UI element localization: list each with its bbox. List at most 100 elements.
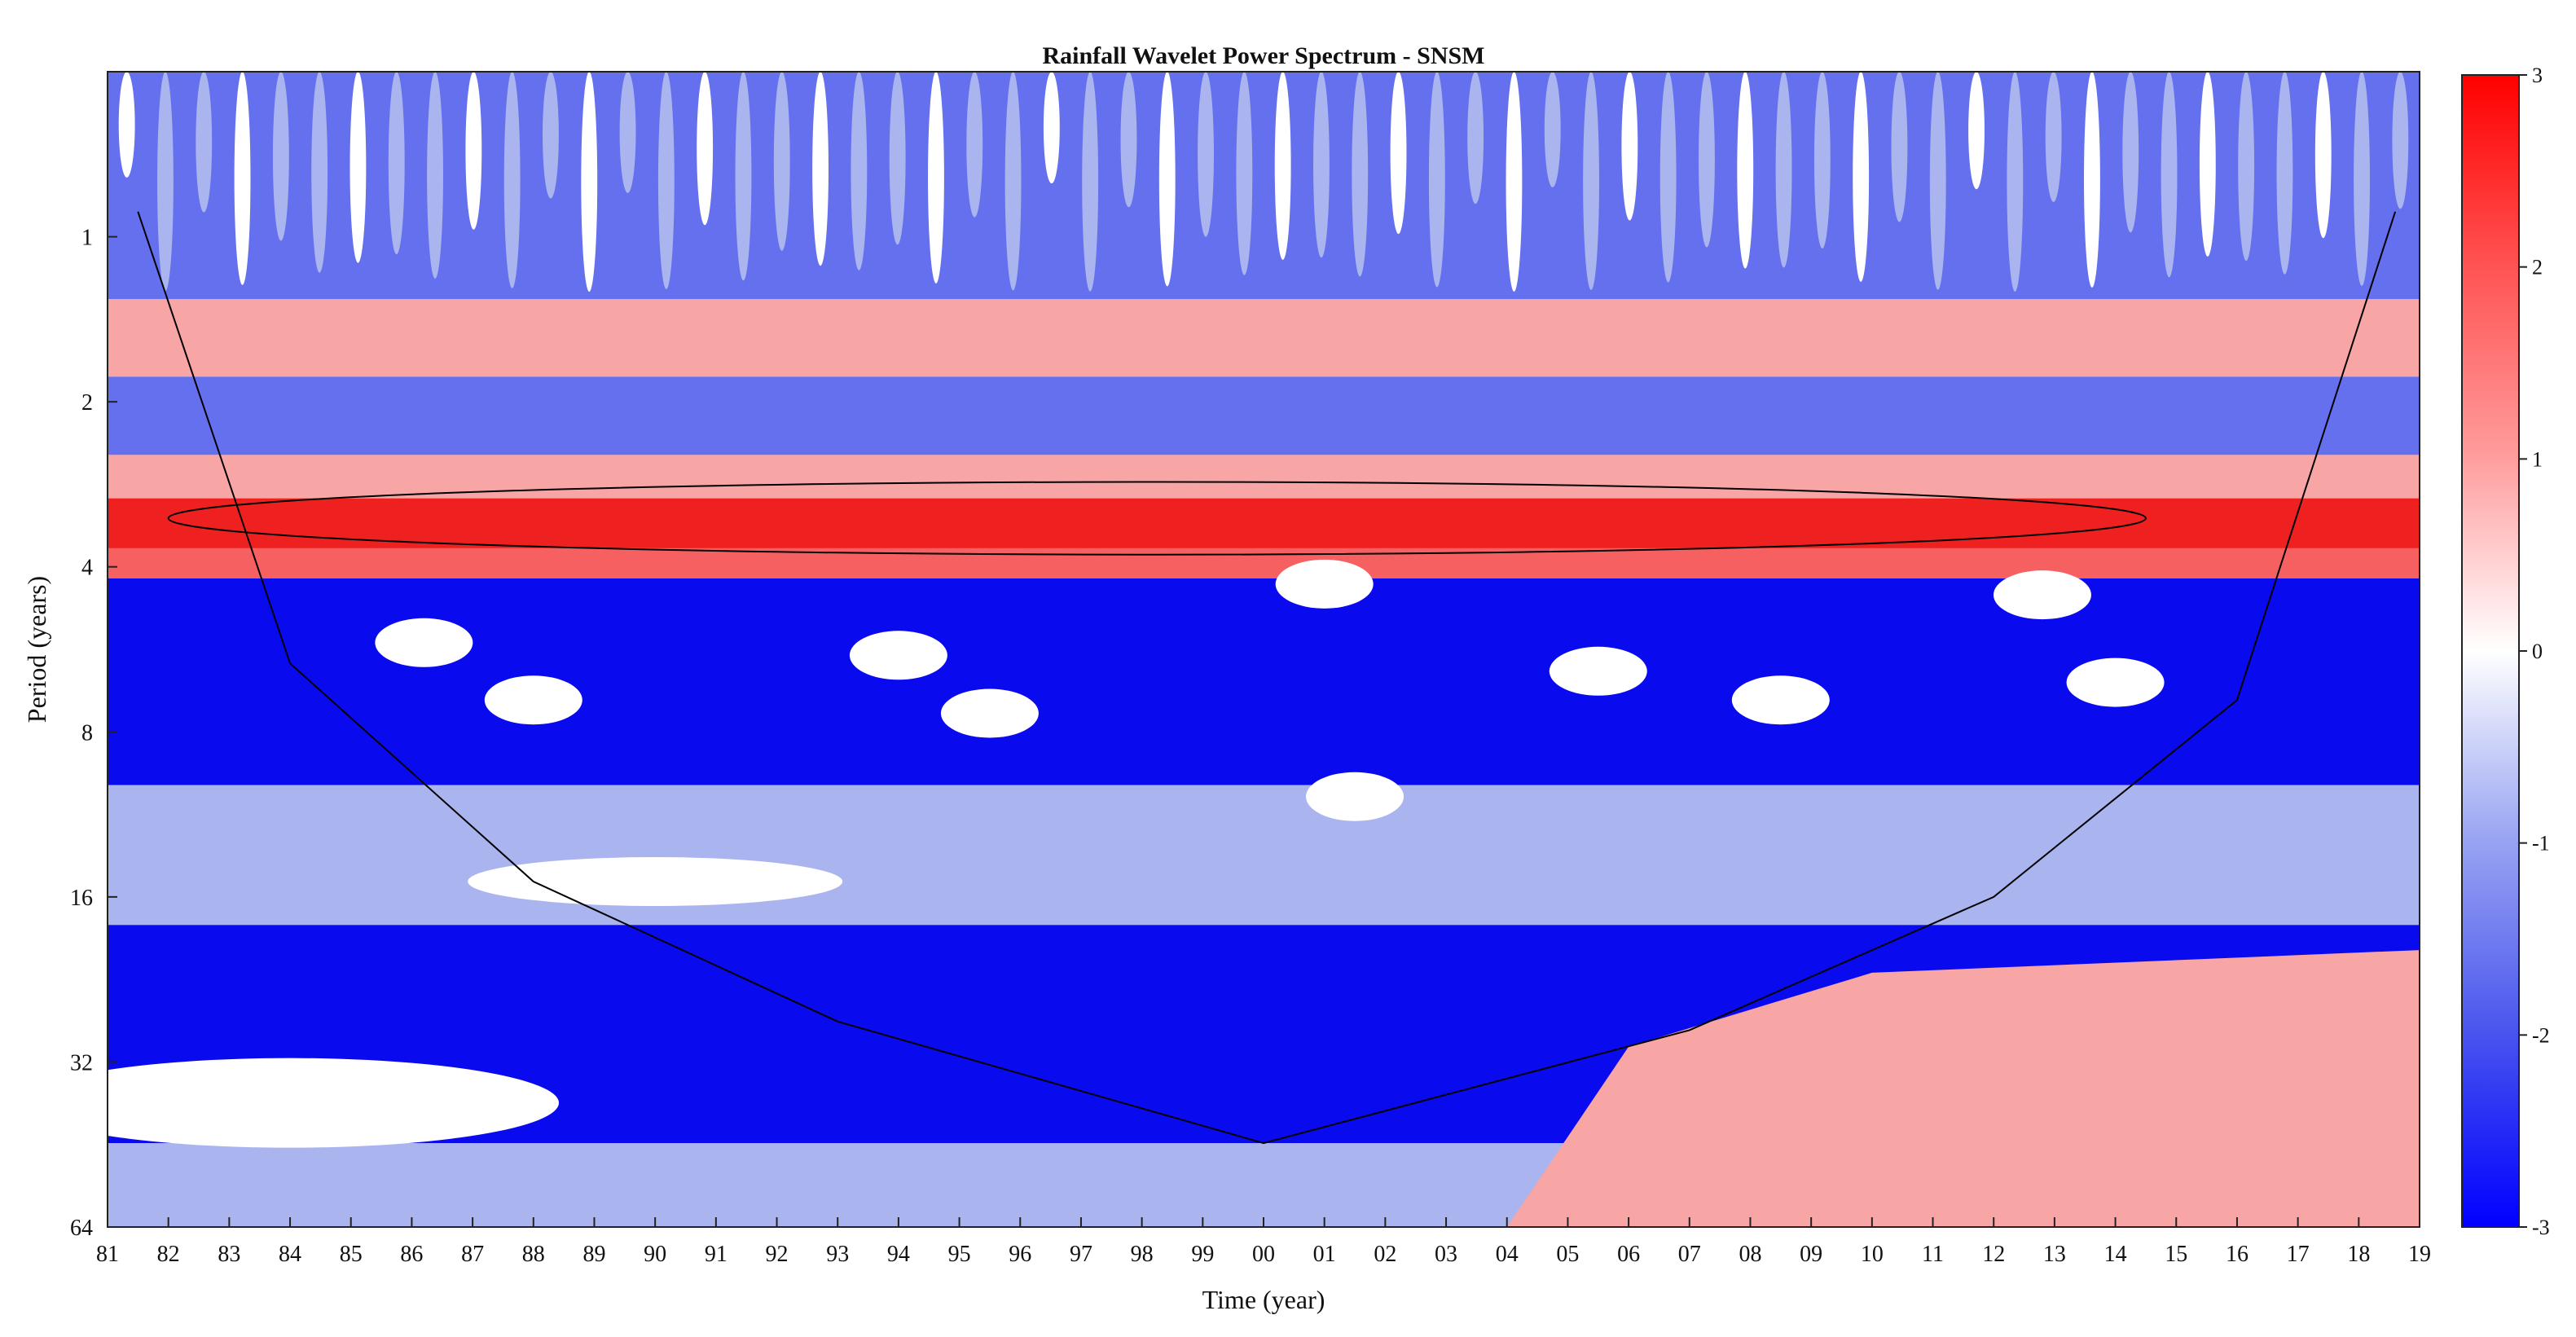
x-tick-label: 91 xyxy=(705,1242,728,1267)
texture-streak xyxy=(812,72,829,266)
texture-streak xyxy=(1428,72,1445,288)
texture-streak xyxy=(196,72,213,213)
texture-streak xyxy=(1043,72,1060,184)
texture-streak xyxy=(2354,72,2370,286)
texture-streak xyxy=(851,72,868,270)
texture-streak xyxy=(1929,72,1946,290)
x-tick-label: 19 xyxy=(2408,1242,2431,1267)
texture-streak xyxy=(118,72,135,178)
x-tick-label: 10 xyxy=(1861,1242,1884,1267)
texture-streak xyxy=(1968,72,1985,190)
texture-streak xyxy=(1352,72,1369,277)
x-axis-label: Time (year) xyxy=(1202,1285,1325,1314)
power-island xyxy=(1731,675,1830,725)
texture-streak xyxy=(311,72,328,273)
power-island xyxy=(108,1058,559,1148)
x-tick-label: 88 xyxy=(522,1242,545,1267)
x-tick-label: 90 xyxy=(644,1242,666,1267)
texture-streak xyxy=(1699,72,1715,248)
x-tick-label: 92 xyxy=(766,1242,789,1267)
x-tick-label: 84 xyxy=(279,1242,301,1267)
texture-streak xyxy=(2007,72,2024,292)
texture-streak xyxy=(2045,72,2062,203)
x-tick-label: 07 xyxy=(1678,1242,1701,1267)
x-tick-label: 06 xyxy=(1617,1242,1640,1267)
x-tick-label: 05 xyxy=(1556,1242,1579,1267)
texture-streak xyxy=(1737,72,1754,269)
texture-streak xyxy=(465,72,482,230)
x-tick-label: 08 xyxy=(1739,1242,1761,1267)
colorbar-tick-label: -1 xyxy=(2532,832,2550,855)
x-tick-label: 03 xyxy=(1435,1242,1457,1267)
plot-area xyxy=(108,72,2420,1227)
texture-streak xyxy=(543,72,559,199)
x-tick-label: 99 xyxy=(1191,1242,1214,1267)
x-tick-label: 82 xyxy=(157,1242,180,1267)
power-band-row xyxy=(108,785,2420,926)
texture-streak xyxy=(1467,72,1484,205)
texture-streak xyxy=(1583,72,1599,290)
texture-streak xyxy=(2392,72,2409,209)
y-tick-label: 16 xyxy=(70,886,93,911)
x-tick-label: 17 xyxy=(2287,1242,2310,1267)
power-island xyxy=(1306,772,1404,821)
x-tick-label: 12 xyxy=(1982,1242,2005,1267)
x-tick-label: 93 xyxy=(826,1242,849,1267)
x-tick-label: 13 xyxy=(2043,1242,2066,1267)
texture-streak xyxy=(697,72,714,226)
x-tick-label: 86 xyxy=(400,1242,423,1267)
chart-title: Rainfall Wavelet Power Spectrum - SNSM xyxy=(1042,42,1484,69)
x-tick-label: 04 xyxy=(1496,1242,1519,1267)
texture-streak xyxy=(1198,72,1214,237)
texture-streak xyxy=(2199,72,2216,257)
texture-streak xyxy=(1659,72,1677,283)
colorbar-axis: 3 2 1 0 -1 -2 -3 xyxy=(2519,64,2550,1239)
colorbar xyxy=(2461,74,2520,1228)
power-island xyxy=(1275,559,1374,609)
x-tick-label: 11 xyxy=(1922,1242,1944,1267)
x-tick-label: 81 xyxy=(96,1242,119,1267)
texture-streak xyxy=(157,72,174,292)
texture-streak xyxy=(1004,72,1022,291)
texture-streak xyxy=(1621,72,1638,221)
colorbar-tick-label: 3 xyxy=(2532,64,2543,87)
texture-streak xyxy=(889,72,906,245)
texture-streak xyxy=(1544,72,1561,187)
power-island xyxy=(1549,646,1647,696)
x-tick-label: 89 xyxy=(582,1242,605,1267)
y-axis: 1 2 4 8 16 32 64 xyxy=(70,226,117,1241)
power-band-row xyxy=(108,376,2420,455)
texture-streak xyxy=(1082,72,1099,292)
texture-streak xyxy=(349,72,367,263)
x-tick-label: 02 xyxy=(1374,1242,1396,1267)
power-region xyxy=(1506,950,2420,1227)
texture-streak xyxy=(773,72,790,251)
colorbar-tick-label: 2 xyxy=(2532,256,2543,279)
power-island xyxy=(849,631,947,680)
texture-streak xyxy=(966,72,983,218)
texture-streak xyxy=(234,72,251,285)
power-band-row xyxy=(108,498,2420,548)
y-tick-label: 8 xyxy=(81,720,93,745)
x-tick-label: 97 xyxy=(1070,1242,1092,1267)
texture-streak xyxy=(2161,72,2178,278)
power-island xyxy=(2066,658,2165,707)
x-tick-label: 94 xyxy=(887,1242,910,1267)
texture-streak xyxy=(1313,72,1330,258)
x-tick-label: 98 xyxy=(1131,1242,1154,1267)
texture-streak xyxy=(2276,72,2293,275)
texture-streak xyxy=(2238,72,2255,262)
x-tick-label: 83 xyxy=(218,1242,240,1267)
power-band-row xyxy=(108,299,2420,377)
texture-streak xyxy=(1274,72,1291,260)
power-band-row xyxy=(108,548,2420,578)
texture-streak xyxy=(388,72,405,255)
texture-streak xyxy=(272,72,289,241)
texture-streak xyxy=(503,72,521,288)
colorbar-tick-label: 1 xyxy=(2532,447,2543,471)
texture-streak xyxy=(1120,72,1137,208)
x-tick-label: 09 xyxy=(1800,1242,1822,1267)
texture-streak xyxy=(735,72,752,281)
texture-streak xyxy=(1390,72,1407,235)
